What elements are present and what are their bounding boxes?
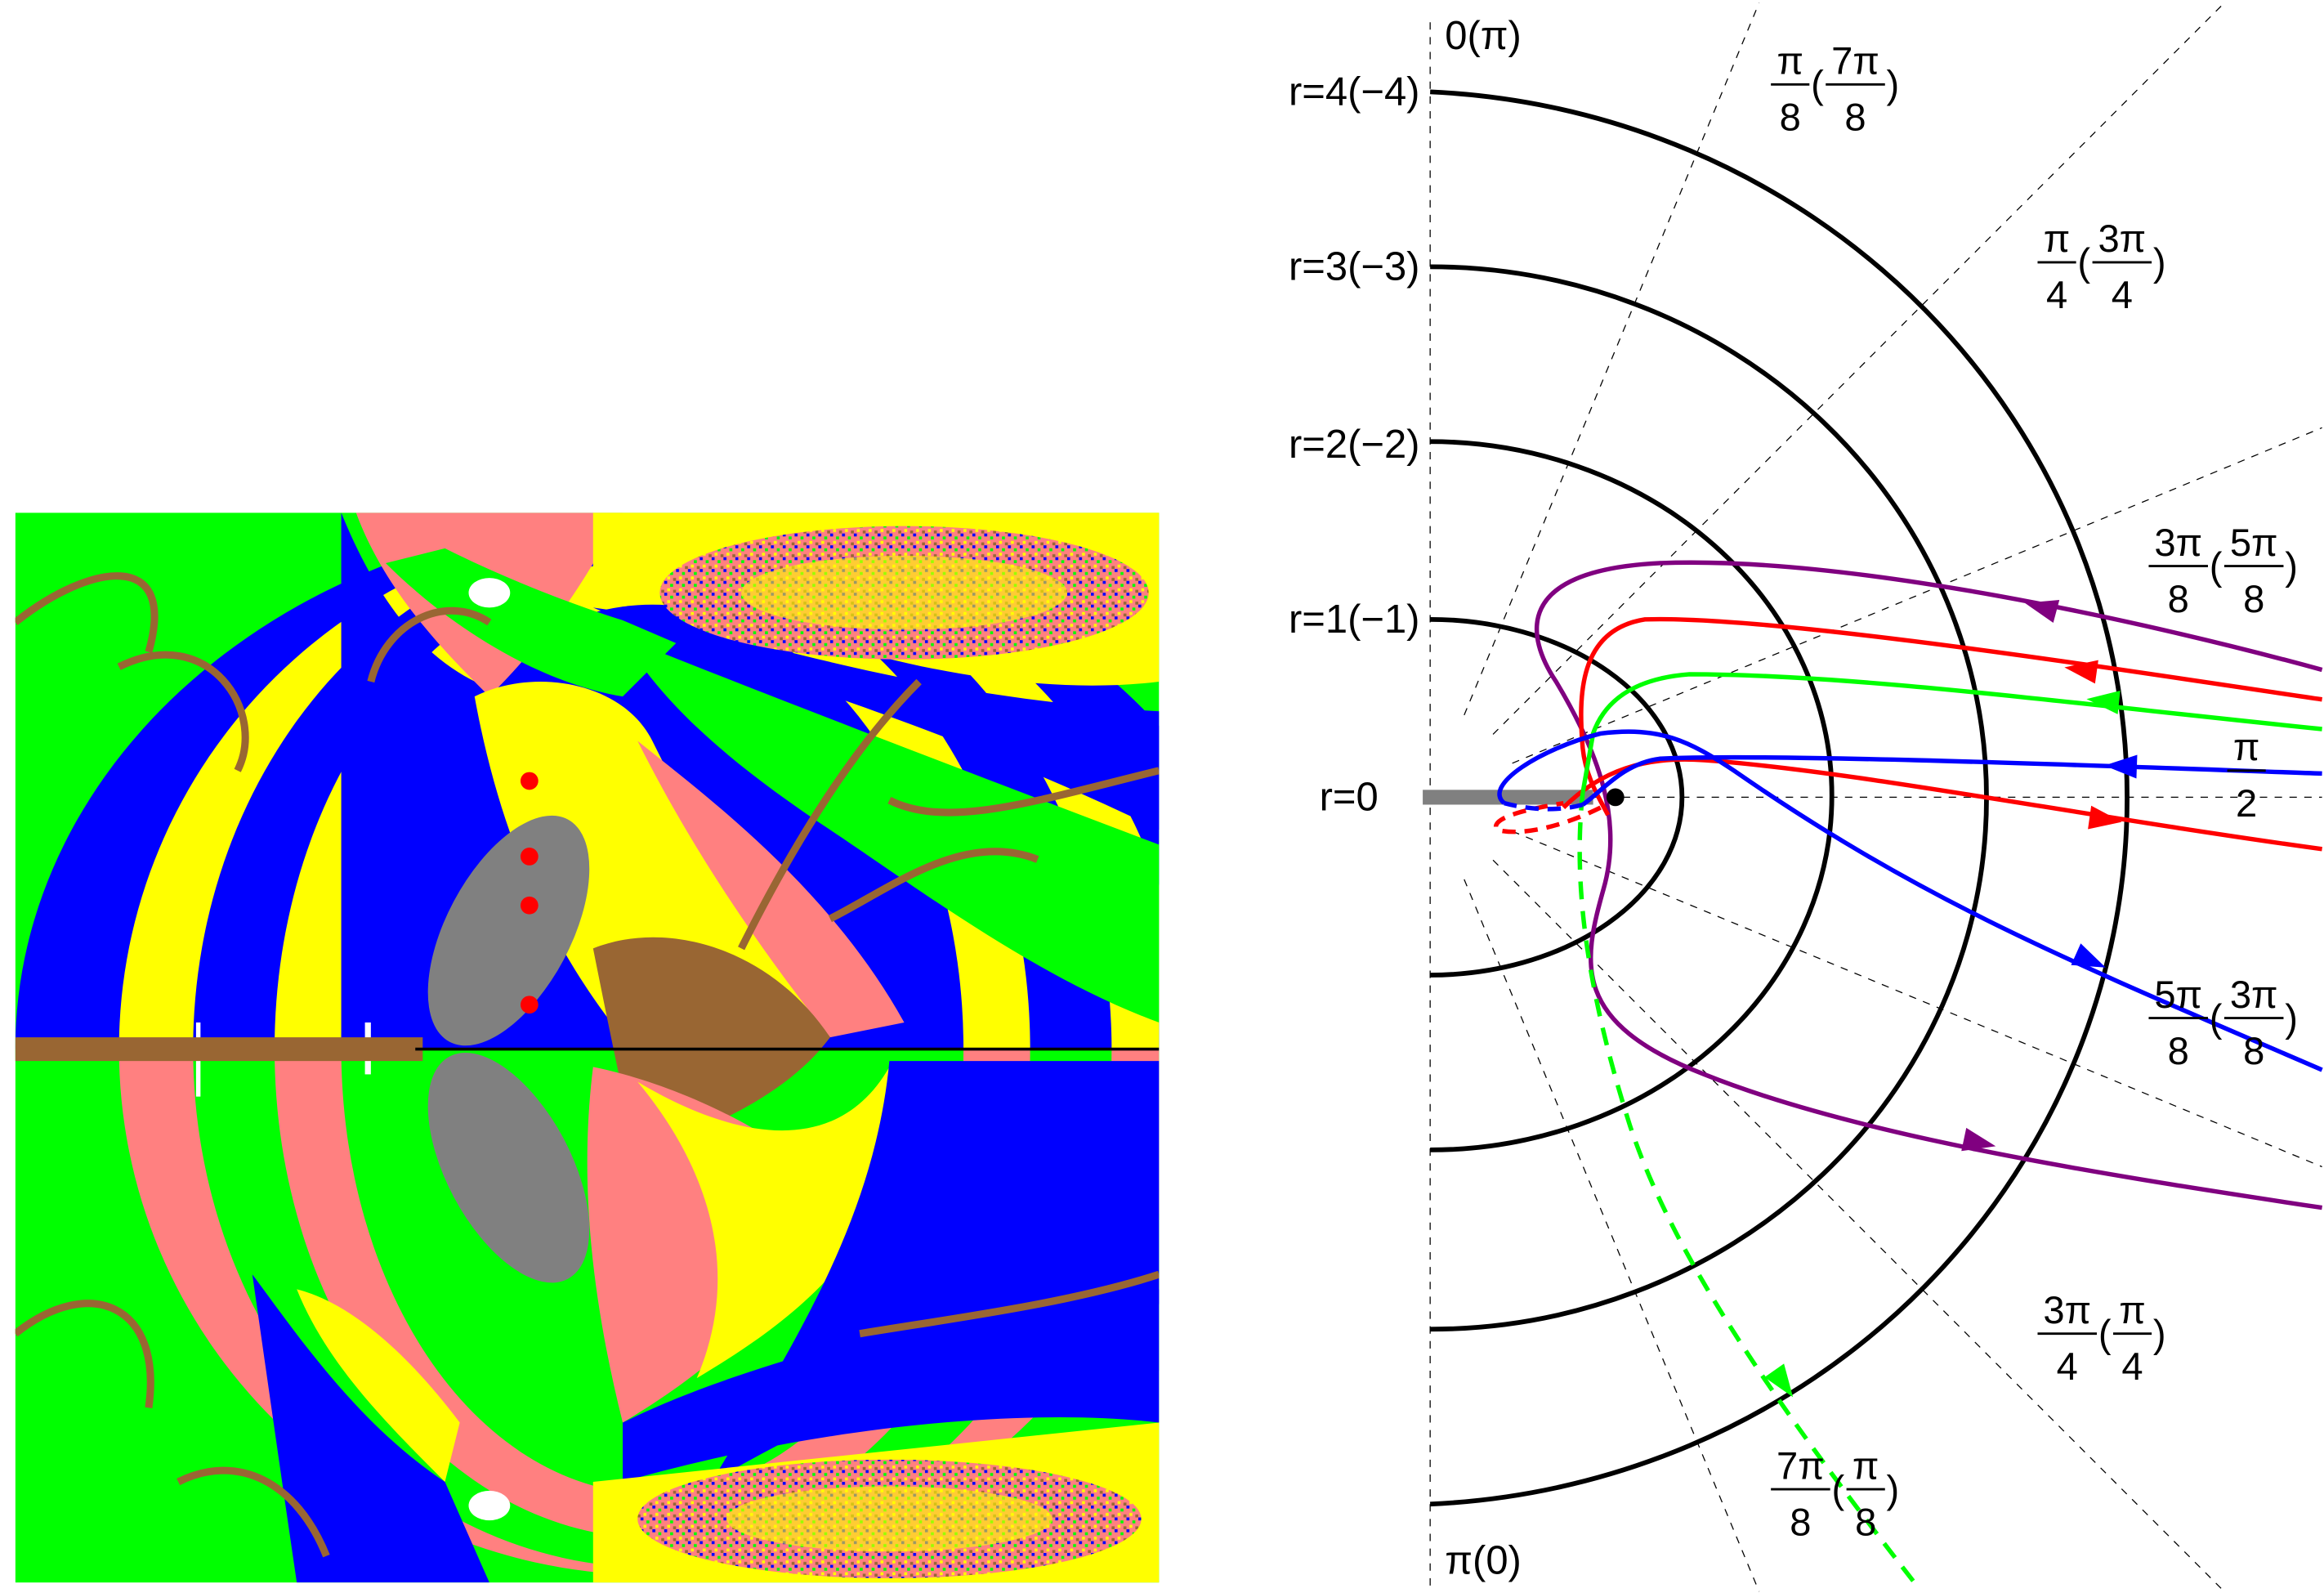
paren-open: ( bbox=[2077, 240, 2090, 284]
fraction-denominator: 4 bbox=[2121, 1345, 2143, 1388]
upper-blue-band bbox=[592, 607, 1160, 830]
radius-label-r0: r=0 bbox=[1320, 776, 1379, 820]
fraction-denominator: 8 bbox=[1855, 1500, 1876, 1543]
radius-label-r4: r=4(−4) bbox=[1289, 70, 1419, 114]
purple-trajectory bbox=[1534, 560, 2323, 1210]
angle-label: π8(7π8) bbox=[1771, 39, 1899, 139]
arrowhead-icon bbox=[2071, 943, 2106, 968]
axis-bottom-label: π(0) bbox=[1445, 1538, 1522, 1582]
circle-r1 bbox=[1430, 616, 1685, 978]
arrowhead-icon bbox=[1961, 1127, 1996, 1152]
arrowhead-icon bbox=[2088, 805, 2122, 830]
fraction-denominator: 2 bbox=[2236, 781, 2257, 825]
fraction-numerator: 3π bbox=[2154, 521, 2202, 564]
fraction-denominator: 8 bbox=[1790, 1500, 1811, 1543]
radial-gridline bbox=[1512, 427, 2322, 764]
fraction-denominator: 4 bbox=[2112, 273, 2133, 316]
paren-open: ( bbox=[1831, 1467, 1844, 1510]
angle-label: 3π4(π4) bbox=[2037, 1288, 2166, 1388]
radius-label-r3: r=3(−3) bbox=[1289, 245, 1419, 289]
fraction-numerator: 3π bbox=[2230, 973, 2278, 1016]
radius-label-r1: r=1(−1) bbox=[1289, 597, 1419, 642]
blue-trajectory-outgoing bbox=[1497, 729, 2323, 1072]
paren-close: ) bbox=[2285, 996, 2298, 1040]
white-spot bbox=[468, 578, 511, 608]
green-trajectory bbox=[1580, 672, 2322, 794]
paren-close: ) bbox=[2153, 1312, 2166, 1355]
fraction-numerator: π bbox=[1777, 39, 1803, 83]
fraction-numerator: 5π bbox=[2230, 521, 2278, 564]
red-trajectory-dashed bbox=[1493, 800, 1602, 835]
upper-green-band bbox=[623, 637, 1160, 1022]
fraction-denominator: 4 bbox=[2057, 1345, 2078, 1388]
paren-close: ) bbox=[1887, 1467, 1900, 1510]
radial-gridline bbox=[1464, 2, 1760, 716]
radial-gridlines bbox=[1464, 2, 2322, 1592]
angle-label: π2 bbox=[2227, 725, 2266, 825]
brown-streaks bbox=[15, 572, 1160, 1558]
red-trajectory-lower bbox=[1562, 757, 2322, 852]
red-marker bbox=[520, 896, 539, 915]
fraction-denominator: 8 bbox=[1844, 96, 1866, 139]
center-point bbox=[1606, 788, 1625, 807]
paren-open: ( bbox=[2210, 996, 2223, 1040]
fraction-denominator: 4 bbox=[2046, 273, 2067, 316]
red-marker bbox=[520, 996, 539, 1014]
paren-close: ) bbox=[2285, 544, 2298, 588]
basin-plot bbox=[15, 512, 1160, 1583]
paren-open: ( bbox=[2098, 1312, 2112, 1355]
radial-gridline bbox=[1512, 830, 2322, 1168]
green-trajectory-dashed bbox=[1577, 792, 1921, 1591]
radial-gridline bbox=[1492, 2, 2225, 735]
red-marker bbox=[520, 772, 539, 790]
angle-label: π4(3π4) bbox=[2037, 217, 2166, 316]
radius-label-r2: r=2(−2) bbox=[1289, 423, 1419, 467]
red-marker bbox=[520, 848, 539, 866]
circle-r2 bbox=[1430, 439, 1835, 1152]
red-trajectory-upper bbox=[1579, 616, 2322, 817]
fraction-numerator: 3π bbox=[2098, 217, 2146, 260]
fraction-numerator: 3π bbox=[2043, 1288, 2091, 1331]
arrowhead-icon bbox=[1764, 1363, 1794, 1398]
angle-label: 3π 8 (5π 8) bbox=[2148, 521, 2298, 620]
fraction-denominator: 8 bbox=[1780, 96, 1801, 139]
paren-close: ) bbox=[2153, 240, 2166, 284]
circle-r4 bbox=[1430, 89, 2130, 1507]
polar-diagram: 0(π) π(0) r=4(−4) r=3(−3) r=2(−2) r=1(−1… bbox=[1289, 2, 2323, 1592]
fraction-denominator: 8 bbox=[2243, 1029, 2264, 1072]
blue-trajectory-dashed bbox=[1504, 801, 1584, 812]
angle-label: 7π8(π8) bbox=[1771, 1443, 1899, 1543]
blue-trajectory-incoming bbox=[1581, 754, 2322, 807]
arrowhead-icon bbox=[2064, 660, 2098, 684]
radial-gridline bbox=[1492, 859, 2225, 1592]
gray-lobe-lower bbox=[427, 1052, 590, 1283]
radial-gridline bbox=[1464, 879, 1760, 1592]
brown-axis-bar bbox=[15, 1037, 423, 1062]
angle-label: 5π 8 (3π 8) bbox=[2148, 973, 2298, 1072]
gray-bar bbox=[1423, 790, 1593, 805]
gray-lobe-upper bbox=[427, 815, 590, 1046]
fraction-denominator: 8 bbox=[2168, 577, 2189, 620]
arrowhead-icon bbox=[2024, 600, 2060, 624]
arrowhead-icon bbox=[2086, 691, 2121, 714]
fraction-numerator: π bbox=[2233, 725, 2260, 768]
paren-close: ) bbox=[1887, 63, 1900, 106]
paren-open: ( bbox=[2210, 544, 2223, 588]
red-markers bbox=[520, 772, 539, 1014]
angle-labels: π8(7π8)π4(3π4)3π8(5π8)π25π8(3π8)3π4(π4)7… bbox=[1771, 39, 2298, 1543]
fraction-denominator: 8 bbox=[2243, 577, 2264, 620]
fraction-numerator: 7π bbox=[1831, 39, 1879, 83]
white-spot bbox=[468, 1490, 511, 1521]
arrowhead-icon bbox=[2104, 754, 2138, 779]
fraction-numerator: π bbox=[2119, 1288, 2146, 1331]
axis-top-label: 0(π) bbox=[1445, 14, 1522, 58]
fraction-numerator: π bbox=[1852, 1443, 1879, 1487]
fraction-numerator: 5π bbox=[2154, 973, 2202, 1016]
paren-open: ( bbox=[1811, 63, 1824, 106]
fraction-numerator: π bbox=[2044, 217, 2071, 260]
fraction-numerator: 7π bbox=[1777, 1443, 1825, 1487]
fraction-denominator: 8 bbox=[2168, 1029, 2189, 1072]
